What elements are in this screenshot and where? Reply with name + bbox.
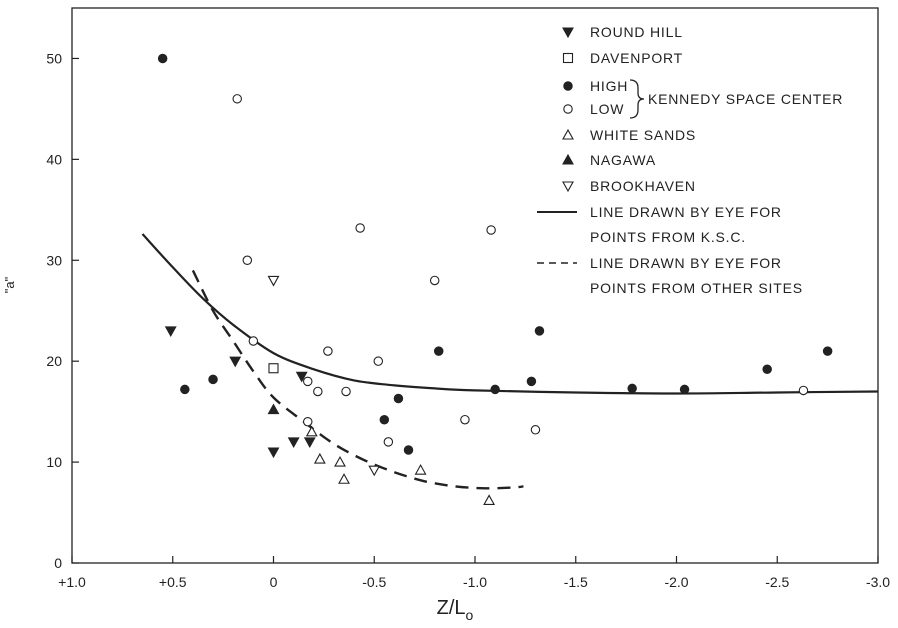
high-point	[208, 374, 218, 385]
high-point	[379, 414, 390, 425]
davenport-point	[268, 363, 279, 374]
data-points	[157, 53, 833, 505]
legend-label-brookhaven: BROOKHAVEN	[590, 178, 696, 194]
high-point	[679, 384, 690, 395]
low-point	[232, 94, 242, 104]
legend-label-dashed-line-2: POINTS FROM OTHER SITES	[590, 280, 803, 296]
legend-marker-brookhaven	[562, 181, 574, 193]
low-point	[242, 255, 253, 266]
legend-label-low: LOW	[590, 101, 624, 117]
x-axis-ticks: +1.0 +0.5 0 -0.5 -1.0 -1.5 -2.0 -2.5 -3.0	[58, 556, 890, 590]
legend-label-ksc: KENNEDY SPACE CENTER	[648, 91, 843, 107]
x-tick-label: -2.5	[765, 574, 789, 590]
low-point	[303, 376, 313, 387]
low-point	[323, 346, 333, 356]
low-point	[303, 416, 313, 427]
x-tick-label: -1.5	[564, 574, 588, 590]
low-point	[460, 414, 470, 425]
legend-label-solid-line-1: LINE DRAWN BY EYE FOR	[590, 204, 782, 220]
high-point	[762, 364, 772, 375]
low-point	[429, 275, 440, 286]
white-sands-point	[338, 473, 350, 484]
ksc-solid-curve	[141, 233, 879, 395]
white-sands-point	[313, 452, 326, 464]
x-tick-label: -3.0	[866, 574, 890, 590]
legend-label-white-sands: WHITE SANDS	[590, 127, 696, 143]
round-hill-point	[267, 447, 280, 459]
x-tick-label: -0.5	[362, 574, 386, 590]
other-sites-dashed-curve	[191, 269, 524, 490]
x-axis-title: Z/Lo	[437, 597, 474, 623]
x-axis-title-subscript: o	[466, 607, 474, 623]
y-axis-title: "a"	[2, 276, 17, 293]
brookhaven-point	[368, 465, 381, 477]
low-point	[530, 425, 541, 435]
high-point	[157, 53, 168, 64]
y-tick-label: 30	[46, 252, 62, 268]
high-point	[526, 376, 537, 387]
low-point	[486, 225, 496, 235]
high-point	[180, 384, 190, 395]
high-point	[627, 383, 637, 394]
legend-marker-round-hill	[562, 27, 574, 39]
white-sands-point	[483, 494, 496, 505]
high-point	[403, 445, 414, 455]
y-axis-ticks: 0 10 20 30 40 50	[46, 50, 79, 571]
high-point	[433, 346, 444, 356]
legend-label-solid-line-2: POINTS FROM K.S.C.	[590, 229, 746, 245]
white-sands-point	[305, 425, 318, 437]
legend-brace	[629, 79, 645, 119]
low-point	[373, 356, 384, 366]
y-tick-label: 0	[54, 555, 62, 571]
legend: ROUND HILL DAVENPORT HIGH LOW KENNEDY SP…	[537, 24, 843, 296]
legend-marker-low	[563, 104, 573, 114]
high-point	[534, 326, 545, 336]
brookhaven-point	[267, 275, 280, 287]
legend-marker-high	[563, 81, 573, 91]
legend-marker-white-sands	[562, 128, 574, 140]
legend-markers	[562, 27, 574, 193]
legend-label-high: HIGH	[590, 78, 628, 94]
legend-label-dashed-line-1: LINE DRAWN BY EYE FOR	[590, 255, 782, 271]
low-point	[341, 386, 351, 397]
y-tick-label: 40	[46, 151, 62, 167]
y-tick-label: 10	[46, 454, 62, 470]
low-point	[383, 437, 394, 447]
legend-label-round-hill: ROUND HILL	[590, 24, 683, 40]
low-point	[313, 386, 323, 397]
round-hill-point	[295, 371, 308, 383]
legend-label-davenport: DAVENPORT	[590, 50, 683, 66]
x-tick-label: -2.0	[664, 574, 688, 590]
x-axis-title-main: Z/L	[437, 597, 466, 619]
white-sands-point	[414, 464, 427, 475]
nagawa-point	[267, 403, 280, 415]
high-point	[490, 384, 500, 395]
y-tick-label: 20	[46, 353, 62, 369]
white-sands-point	[334, 455, 346, 467]
round-hill-point	[303, 437, 316, 449]
low-point	[248, 336, 259, 346]
fitted-curves	[141, 233, 879, 490]
x-tick-label: -1.0	[463, 574, 487, 590]
high-point	[822, 346, 833, 356]
legend-label-nagawa: NAGAWA	[590, 152, 656, 168]
low-point	[798, 385, 809, 396]
round-hill-point	[287, 437, 300, 449]
x-tick-label: +0.5	[159, 574, 187, 590]
high-point	[393, 393, 404, 404]
y-tick-label: 50	[46, 50, 62, 66]
x-tick-label: +1.0	[58, 574, 86, 590]
x-tick-label: 0	[270, 574, 278, 590]
round-hill-point	[229, 356, 242, 368]
round-hill-point	[164, 326, 177, 338]
legend-marker-nagawa	[562, 153, 574, 165]
low-point	[355, 223, 365, 233]
legend-marker-davenport	[562, 52, 574, 64]
